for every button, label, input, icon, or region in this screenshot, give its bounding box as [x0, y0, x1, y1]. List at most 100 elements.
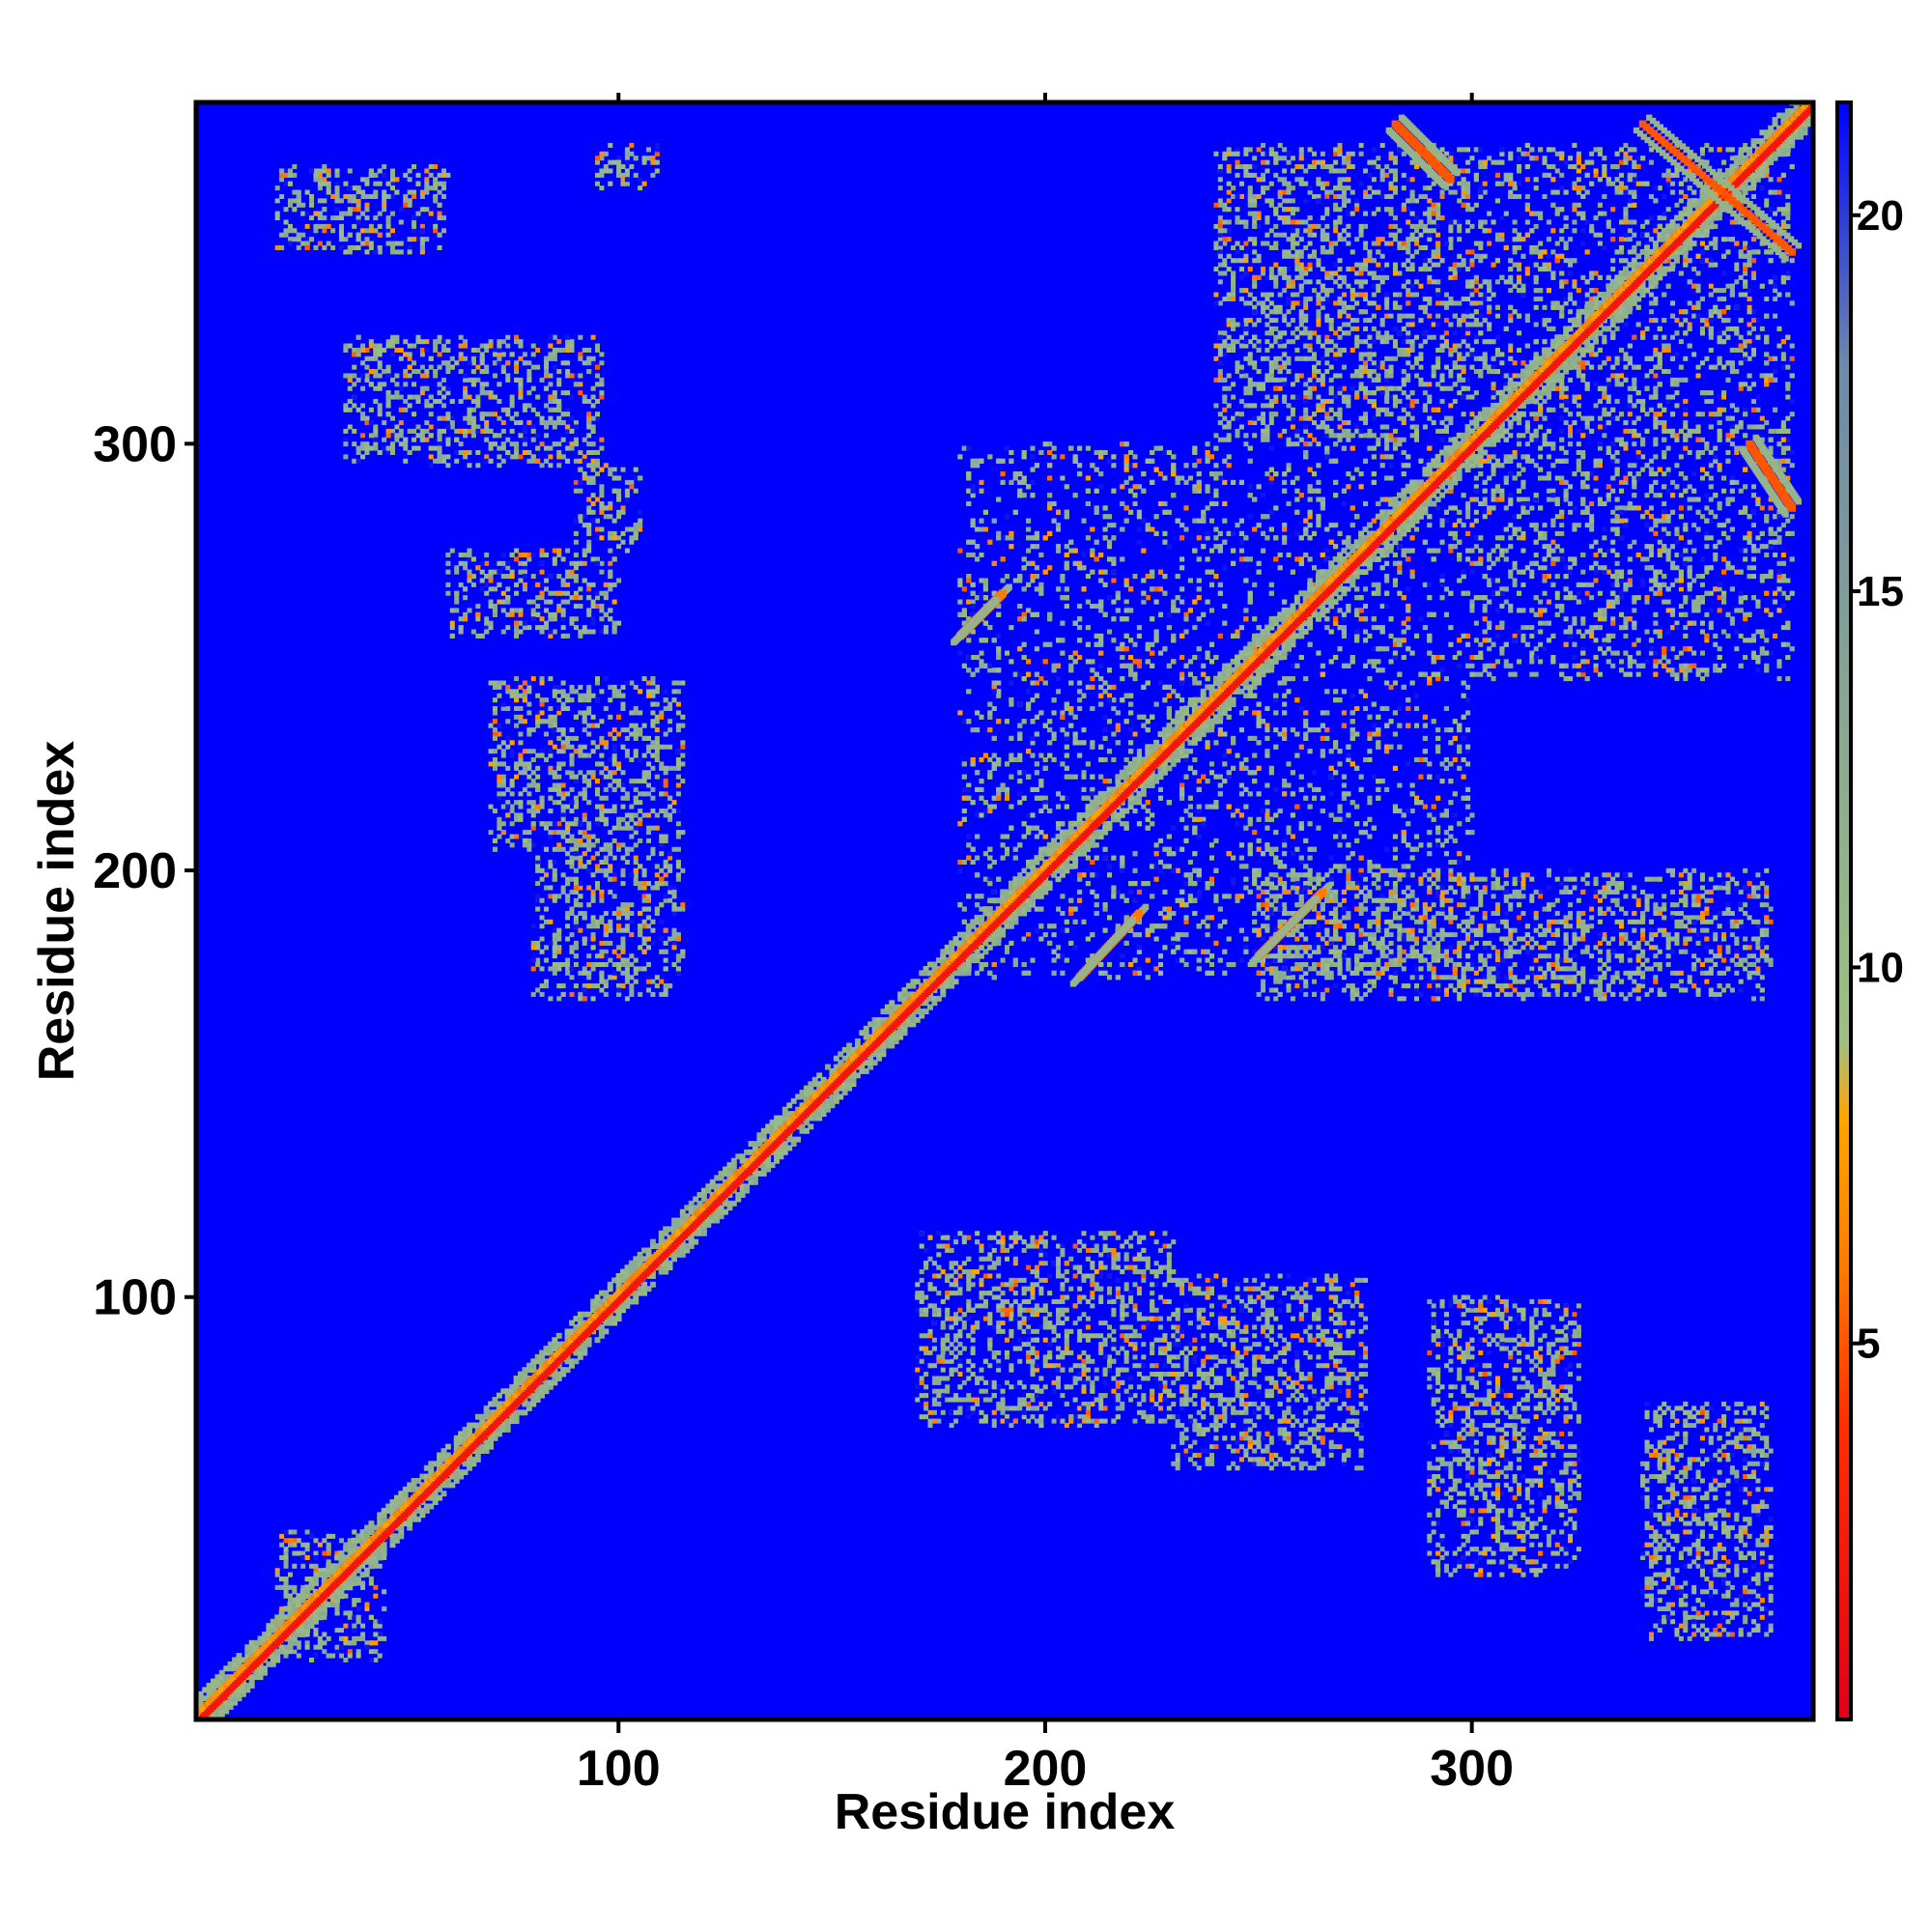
heatmap-cell — [382, 207, 387, 213]
heatmap-cell — [548, 629, 554, 635]
heatmap-cell — [608, 867, 613, 873]
heatmap-cell — [526, 701, 532, 707]
heatmap-cell — [526, 800, 532, 806]
heatmap-cell — [608, 616, 613, 622]
heatmap-cell — [514, 420, 520, 426]
heatmap-cell — [539, 867, 545, 873]
heatmap-cell — [569, 842, 575, 848]
heatmap-cell — [578, 753, 583, 758]
heatmap-cell — [437, 454, 442, 460]
heatmap-cells — [196, 102, 1813, 1719]
heatmap-cell — [611, 599, 617, 605]
heatmap-cell — [389, 449, 395, 455]
heatmap-cell — [624, 727, 630, 733]
heatmap-cell — [543, 424, 549, 430]
heatmap-cell — [539, 795, 545, 801]
heatmap-cell — [565, 548, 571, 554]
heatmap-cell — [317, 198, 323, 204]
heatmap-cell — [475, 394, 481, 400]
heatmap-cell — [650, 723, 656, 728]
heatmap-cell — [352, 352, 357, 357]
heatmap-cell — [470, 556, 476, 562]
heatmap-cell — [594, 983, 600, 989]
heatmap-cell — [675, 680, 681, 686]
heatmap-cell — [569, 373, 575, 379]
heatmap-cell — [624, 923, 630, 929]
heatmap-cell — [415, 394, 421, 400]
heatmap-cell — [539, 701, 545, 707]
heatmap-cell — [433, 223, 439, 229]
heatmap-cell — [326, 168, 331, 174]
heatmap-cell — [573, 574, 579, 580]
heatmap-cell — [407, 249, 412, 255]
heatmap-cell — [368, 382, 374, 387]
heatmap-cell — [599, 804, 605, 810]
heatmap-cell — [671, 689, 677, 695]
heatmap-cell — [530, 991, 536, 997]
heatmap-cell — [675, 970, 681, 976]
heatmap-cell — [433, 177, 439, 183]
heatmap-cell — [599, 360, 605, 366]
heatmap-cell — [492, 394, 497, 400]
heatmap-cell — [377, 382, 383, 387]
heatmap-cell — [590, 983, 596, 989]
heatmap-cell — [364, 228, 370, 234]
heatmap-cell — [535, 445, 541, 451]
heatmap-cell — [484, 590, 490, 596]
heatmap-cell — [599, 382, 605, 387]
heatmap-cell — [586, 885, 592, 891]
heatmap-cell — [611, 467, 617, 472]
heatmap-cell — [603, 962, 609, 968]
heatmap-cell — [654, 142, 660, 148]
heatmap-cell — [509, 398, 515, 404]
heatmap-cell — [578, 821, 583, 827]
heatmap-cell — [475, 424, 481, 430]
heatmap-cell — [364, 202, 370, 208]
heatmap-cell — [578, 894, 583, 899]
heatmap-cell — [338, 244, 344, 250]
heatmap-cell — [582, 360, 587, 366]
heatmap-cell — [582, 816, 587, 822]
heatmap-cell — [624, 177, 630, 183]
heatmap-cell — [509, 441, 515, 447]
heatmap-cell — [638, 523, 643, 528]
heatmap-cell — [360, 433, 366, 439]
heatmap-cell — [560, 616, 566, 622]
heatmap-cell — [522, 437, 527, 442]
heatmap-cell — [654, 689, 660, 695]
heatmap-cell — [373, 347, 379, 353]
heatmap-cell — [535, 693, 541, 698]
heatmap-cell — [518, 377, 524, 383]
heatmap-cell — [484, 629, 490, 635]
heatmap-cell — [582, 842, 587, 848]
heatmap-cell — [556, 454, 562, 460]
heatmap-cell — [343, 211, 349, 216]
heatmap-cell — [611, 970, 617, 976]
heatmap-cell — [479, 569, 485, 575]
heatmap-cell — [586, 800, 592, 806]
heatmap-cell — [488, 804, 494, 810]
heatmap-cell — [586, 834, 592, 839]
heatmap-cell — [565, 705, 571, 712]
heatmap-cell — [433, 343, 439, 349]
heatmap-cell — [385, 343, 391, 349]
heatmap-cell — [599, 535, 605, 541]
heatmap-cell — [663, 991, 668, 997]
heatmap-cell — [668, 889, 673, 895]
heatmap-cell — [582, 437, 587, 442]
heatmap-cell — [633, 970, 639, 976]
heatmap-cell — [514, 445, 520, 451]
heatmap-cell — [573, 855, 579, 861]
heatmap-cell — [394, 189, 400, 195]
heatmap-cell — [385, 373, 391, 379]
heatmap-cell — [616, 816, 622, 822]
heatmap-cell — [620, 693, 626, 698]
heatmap-cell — [449, 355, 455, 361]
heatmap-cell — [671, 680, 677, 686]
heatmap-cell — [569, 339, 575, 345]
heatmap-cell — [530, 756, 536, 763]
heatmap-cell — [467, 407, 472, 412]
heatmap-cell — [535, 987, 541, 993]
heatmap-cell — [573, 565, 579, 571]
heatmap-cell — [603, 923, 609, 929]
